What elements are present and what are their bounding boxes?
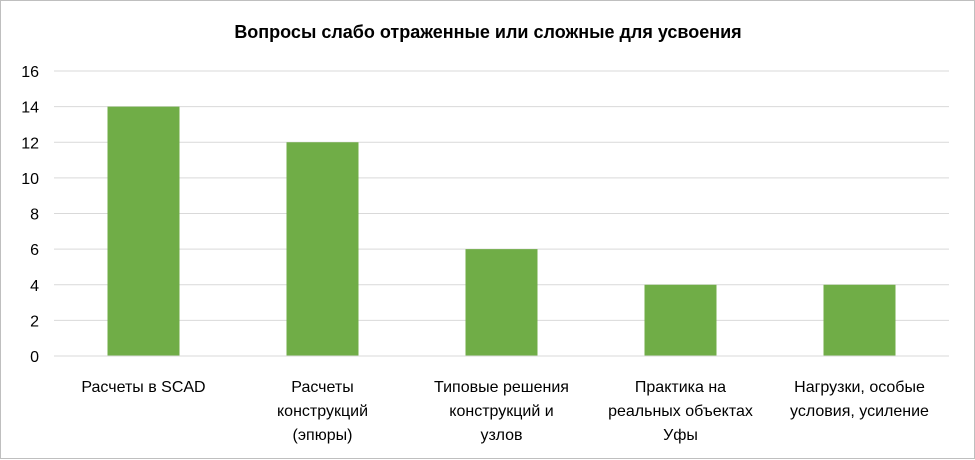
x-category-label-line: Нагрузки, особые: [794, 379, 925, 396]
y-tick-label: 6: [30, 242, 39, 259]
bar: [465, 249, 538, 356]
x-category-label-line: конструкций и: [449, 403, 553, 420]
x-category-label-line: реальных объектах: [608, 403, 753, 420]
y-tick-label: 2: [30, 313, 39, 330]
x-category-label-line: условия, усиление: [790, 403, 929, 420]
y-tick-label: 10: [21, 171, 39, 188]
bars: [107, 106, 896, 356]
y-tick-label: 12: [21, 135, 39, 152]
x-category-label-line: узлов: [480, 427, 522, 444]
x-category-label-line: конструкций: [277, 403, 368, 420]
x-category-label: Практика на реальных объектах Уфы: [608, 379, 753, 444]
x-axis: Расчеты в SCAD Расчеты конструкций (эпюры) Т…: [54, 355, 949, 444]
x-category-label-line: Уфы: [663, 427, 698, 444]
x-category-label: Расчеты в SCAD: [81, 379, 205, 396]
y-tick-label: 16: [21, 64, 39, 81]
x-category-label-line: Типовые решения: [434, 379, 569, 396]
bar: [644, 284, 717, 356]
y-tick-label: 14: [21, 100, 39, 117]
y-tick-label: 8: [30, 207, 39, 224]
x-category-label-line: Расчеты в SCAD: [81, 379, 205, 396]
y-tick-label: 4: [30, 278, 39, 295]
y-tick-label: 0: [30, 349, 39, 366]
bar: [286, 142, 359, 356]
bar: [823, 284, 896, 356]
x-category-label: Расчеты конструкций (эпюры): [277, 379, 368, 444]
chart-title: Вопросы слабо отраженные или сложные для…: [234, 22, 741, 42]
bar: [107, 106, 180, 356]
x-category-label-line: (эпюры): [293, 427, 353, 444]
x-category-label: Нагрузки, особые условия, усиление: [790, 379, 929, 420]
x-category-label-line: Практика на: [635, 379, 726, 396]
x-category-label-line: Расчеты: [291, 379, 353, 396]
y-axis: 0 2 4 6 8 10 12 14 16: [21, 64, 39, 366]
x-category-label: Типовые решения конструкций и узлов: [434, 379, 569, 444]
